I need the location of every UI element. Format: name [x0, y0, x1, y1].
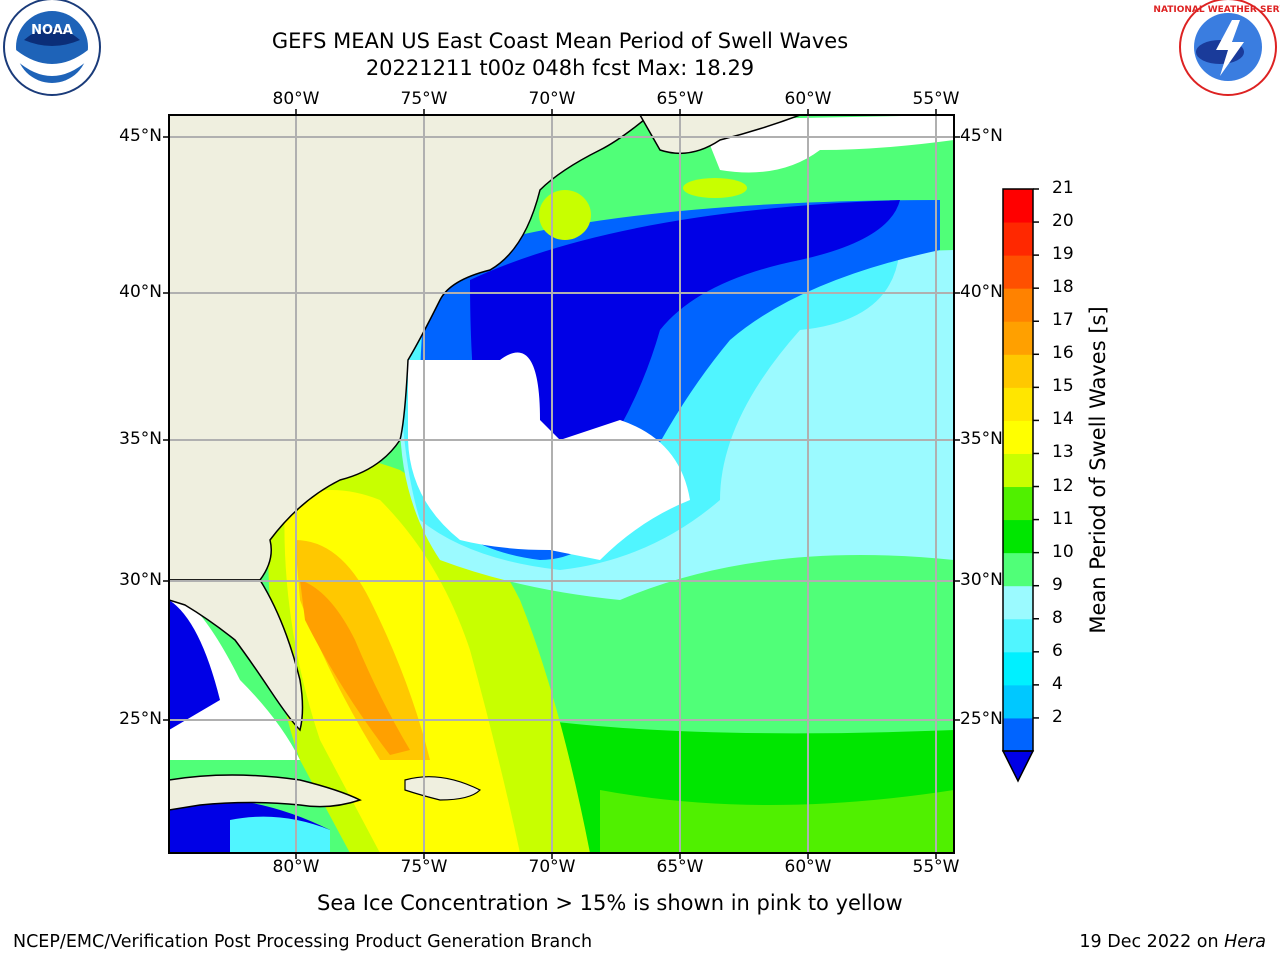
lat-tick-left: 35°N	[119, 429, 162, 449]
lat-tick-right: 30°N	[960, 570, 1003, 590]
swell-9-10-region	[560, 540, 954, 730]
lat-tick-right: 45°N	[960, 126, 1003, 146]
swell-17-region	[300, 580, 410, 755]
footer-date-text: 19 Dec 2022 on	[1079, 932, 1225, 952]
colorbar-tick-label: 17	[1052, 310, 1074, 331]
colorbar-tick-label: 20	[1052, 211, 1074, 232]
lat-tick-left: 40°N	[119, 282, 162, 302]
lat-tick-left: 25°N	[119, 709, 162, 729]
nws-logo-text: NATIONAL WEATHER SERVICE	[1153, 5, 1280, 15]
lon-tick-top: 65°W	[656, 89, 704, 109]
colorbar-segment	[1003, 585, 1033, 620]
footer-branch: NCEP/EMC/Verification Post Processing Pr…	[13, 932, 593, 952]
nova-scotia-swell-13	[683, 178, 747, 198]
lon-tick-bottom: 55°W	[912, 857, 960, 877]
colorbar-tickmarks	[1033, 188, 1039, 719]
gulf-swell-under2	[169, 600, 220, 730]
lon-tick-bottom: 65°W	[656, 857, 704, 877]
colorbar-segments	[1003, 189, 1033, 752]
us-east-coast-land	[169, 115, 652, 581]
colorbar-tick-label: 8	[1052, 607, 1063, 628]
footer-machine: Hera	[1224, 932, 1266, 952]
chart-subtitle: 20221211 t00z 048h fcst Max: 18.29	[365, 56, 755, 80]
lon-tick-top: 75°W	[400, 89, 448, 109]
colorbar-segment	[1003, 255, 1033, 289]
lon-tick-bottom: 80°W	[272, 857, 320, 877]
colorbar-segment	[1003, 651, 1033, 686]
lon-tick-bottom: 70°W	[528, 857, 576, 877]
colorbar-segment	[1003, 519, 1033, 554]
lon-tick-top: 55°W	[912, 89, 960, 109]
colorbar-tick-label: 14	[1052, 409, 1074, 430]
colorbar-tick-label: 12	[1052, 475, 1074, 496]
footer-date: 19 Dec 2022 on Hera	[1079, 932, 1266, 952]
colorbar-segment	[1003, 684, 1033, 719]
noaa-logo: NOAA	[3, 0, 101, 96]
colorbar-tick-label: 10	[1052, 541, 1074, 562]
no-data-region-central	[408, 352, 690, 560]
colorbar-segment	[1003, 453, 1033, 488]
colorbar-tick-label: 19	[1052, 244, 1074, 265]
swell-16-region	[295, 540, 430, 760]
noaa-logo-text: NOAA	[31, 23, 73, 38]
colorbar-tick-label: 21	[1052, 178, 1074, 198]
cuba-land	[169, 774, 362, 811]
nws-logo: NATIONAL WEATHER SERVICE	[1153, 0, 1280, 96]
lon-tick-top: 80°W	[272, 89, 320, 109]
map-frame	[168, 114, 955, 854]
colorbar-tick-label: 11	[1052, 508, 1074, 529]
colorbar-label: Mean Period of Swell Waves [s]	[1086, 306, 1110, 634]
colorbar-segment	[1003, 420, 1033, 454]
lat-tick-left: 30°N	[119, 570, 162, 590]
colorbar-tick-label: 2	[1052, 706, 1063, 727]
lon-tick-bottom: 60°W	[784, 857, 832, 877]
map-gridlines	[169, 115, 954, 853]
caribbean-swell-7	[230, 816, 330, 853]
colorbar-segment	[1003, 321, 1033, 355]
chart-title: GEFS MEAN US East Coast Mean Period of S…	[271, 29, 849, 53]
colorbar-tick-label: 15	[1052, 376, 1074, 397]
colorbar-segment	[1003, 552, 1033, 587]
colorbar-tick-label: 4	[1052, 673, 1063, 694]
colorbar-segment	[1003, 618, 1033, 653]
colorbar-tick-label: 9	[1052, 574, 1063, 595]
swell-12-region	[600, 790, 954, 853]
colorbar-segment	[1003, 288, 1033, 322]
colorbar-segment	[1003, 717, 1033, 752]
sea-ice-note: Sea Ice Concentration > 15% is shown in …	[317, 891, 903, 915]
no-data-region-north	[700, 115, 954, 173]
lat-tick-right: 25°N	[960, 709, 1003, 729]
colorbar-frame	[1002, 188, 1034, 752]
lat-tick-right: 40°N	[960, 282, 1003, 302]
colorbar-tick-label: 6	[1052, 640, 1063, 661]
lat-tick-left: 45°N	[119, 126, 162, 146]
map-tickmarks	[163, 109, 960, 859]
colorbar-under-arrow	[1001, 750, 1035, 783]
lon-tick-bottom: 75°W	[400, 857, 448, 877]
lat-tick-right: 35°N	[960, 429, 1003, 449]
colorbar-segment	[1003, 222, 1033, 256]
colorbar-segment	[1003, 387, 1033, 421]
colorbar-segment	[1003, 354, 1033, 388]
colorbar-segment	[1003, 486, 1033, 521]
florida-land	[169, 579, 304, 732]
lon-tick-top: 60°W	[784, 89, 832, 109]
colorbar-tick-label: 13	[1052, 442, 1074, 463]
colorbar-tick-label: 18	[1052, 277, 1074, 298]
lon-tick-top: 70°W	[528, 89, 576, 109]
colorbar-segment	[1003, 189, 1033, 223]
colorbar-tick-label: 16	[1052, 343, 1074, 364]
no-data-region-gulf	[169, 590, 300, 760]
